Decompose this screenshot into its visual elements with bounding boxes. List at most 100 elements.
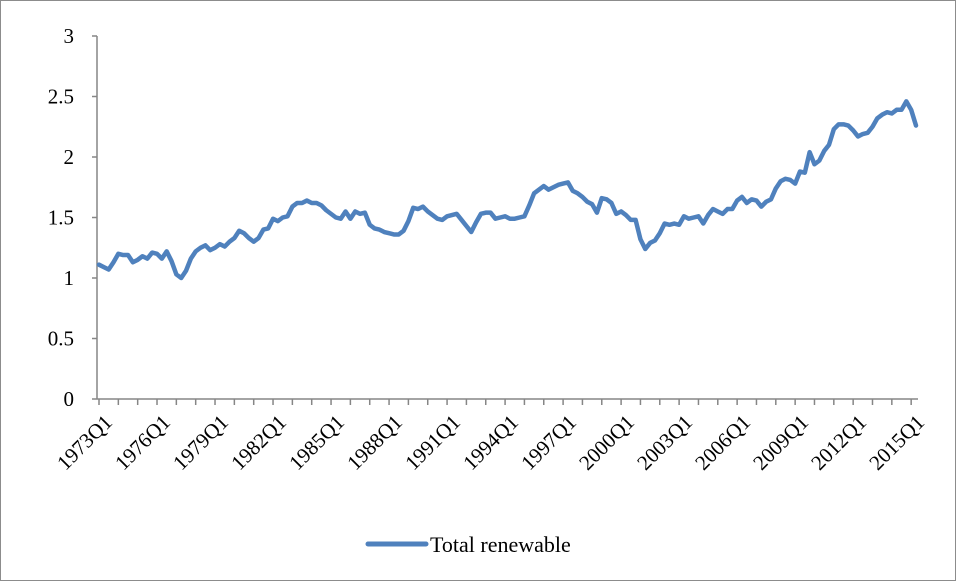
data-point xyxy=(731,208,734,211)
data-point xyxy=(537,188,540,191)
data-point xyxy=(508,217,511,220)
data-point xyxy=(827,143,830,146)
x-tick-label: 2000Q1 xyxy=(574,410,639,475)
data-point xyxy=(798,170,801,173)
data-point xyxy=(160,257,163,260)
data-point xyxy=(576,192,579,195)
data-point xyxy=(581,195,584,198)
data-point xyxy=(528,204,531,207)
data-point xyxy=(784,177,787,180)
data-point xyxy=(204,244,207,247)
data-point xyxy=(330,212,333,215)
data-point xyxy=(832,128,835,131)
data-point xyxy=(257,237,260,240)
data-point xyxy=(450,214,453,217)
data-point xyxy=(141,255,144,258)
data-point xyxy=(557,183,560,186)
data-point xyxy=(668,223,671,226)
data-point xyxy=(479,212,482,215)
data-point xyxy=(518,216,521,219)
data-point xyxy=(697,215,700,218)
data-point xyxy=(354,210,357,213)
data-point xyxy=(707,214,710,217)
x-tick-label: 2006Q1 xyxy=(690,410,755,475)
x-tick-label: 2015Q1 xyxy=(864,410,929,475)
data-point xyxy=(605,198,608,201)
data-point xyxy=(151,251,154,254)
data-point xyxy=(165,250,168,253)
data-point xyxy=(818,159,821,162)
data-point xyxy=(847,124,850,127)
data-point xyxy=(716,210,719,213)
data-point xyxy=(571,189,574,192)
data-point xyxy=(383,231,386,234)
data-point xyxy=(629,218,632,221)
data-point xyxy=(789,178,792,181)
data-point xyxy=(475,221,478,224)
data-point xyxy=(378,228,381,231)
data-point xyxy=(562,182,565,185)
data-point xyxy=(170,260,173,263)
data-point xyxy=(765,200,768,203)
data-point xyxy=(301,201,304,204)
data-point xyxy=(305,199,308,202)
data-point xyxy=(721,212,724,215)
data-point xyxy=(861,133,864,136)
x-tick-label: 2003Q1 xyxy=(632,410,697,475)
data-point xyxy=(910,108,913,111)
data-point xyxy=(900,108,903,111)
data-point xyxy=(238,229,241,232)
y-tick-label: 3 xyxy=(64,24,75,48)
data-point xyxy=(136,258,139,261)
data-point xyxy=(465,224,468,227)
x-tick-label: 1973Q1 xyxy=(52,410,117,475)
x-tick-label: 1988Q1 xyxy=(342,410,407,475)
data-point xyxy=(146,257,149,260)
data-point xyxy=(127,254,130,257)
data-point xyxy=(813,163,816,166)
data-point xyxy=(262,228,265,231)
data-point xyxy=(209,249,212,252)
data-point xyxy=(194,250,197,253)
data-point xyxy=(315,201,318,204)
x-tick-label: 1976Q1 xyxy=(110,410,175,475)
data-point xyxy=(320,204,323,207)
data-point xyxy=(774,187,777,190)
data-point xyxy=(610,201,613,204)
data-point xyxy=(711,208,714,211)
data-point xyxy=(702,222,705,225)
data-point xyxy=(624,214,627,217)
data-point xyxy=(885,111,888,114)
data-point xyxy=(803,171,806,174)
data-point xyxy=(470,231,473,234)
data-point xyxy=(895,108,898,111)
data-point xyxy=(281,216,284,219)
data-point xyxy=(552,186,555,189)
data-point xyxy=(871,125,874,128)
data-point xyxy=(499,216,502,219)
data-point xyxy=(131,261,134,264)
data-point xyxy=(615,212,618,215)
x-tick-label: 1982Q1 xyxy=(226,410,291,475)
data-point xyxy=(591,203,594,206)
x-axis: 1973Q11976Q11979Q11982Q11985Q11988Q11991… xyxy=(52,398,929,475)
data-point xyxy=(639,238,642,241)
data-point xyxy=(325,209,328,212)
data-point xyxy=(595,211,598,214)
data-point xyxy=(112,261,115,264)
series-layer xyxy=(96,99,919,281)
data-point xyxy=(866,131,869,134)
data-point xyxy=(392,233,395,236)
legend: Total renewable xyxy=(365,532,571,557)
data-point xyxy=(842,123,845,126)
y-tick-label: 0.5 xyxy=(48,327,74,351)
data-point xyxy=(769,198,772,201)
data-point xyxy=(484,211,487,214)
data-point xyxy=(566,181,569,184)
y-tick-label: 2 xyxy=(64,145,75,169)
data-point xyxy=(808,151,811,154)
data-point xyxy=(296,201,299,204)
y-tick-label: 1 xyxy=(64,266,75,290)
